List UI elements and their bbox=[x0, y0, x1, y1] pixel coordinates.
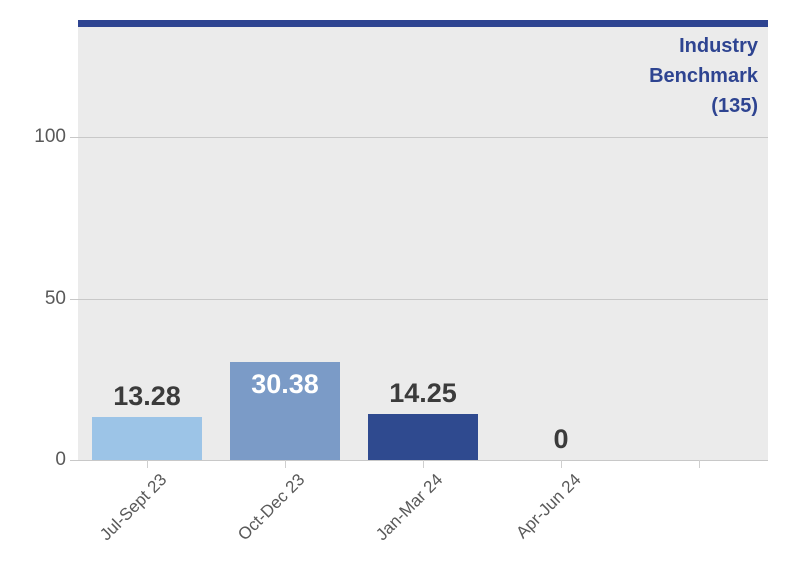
gridline-y0 bbox=[70, 460, 768, 461]
bar-value-label: 14.25 bbox=[389, 378, 457, 408]
x-axis-label: Apr-Jun 24 bbox=[512, 470, 585, 543]
bar-value-label: 13.28 bbox=[113, 381, 181, 411]
x-axis-tick bbox=[423, 460, 424, 468]
x-axis-tick bbox=[561, 460, 562, 468]
x-axis-label: Oct-Dec 23 bbox=[234, 470, 309, 545]
bar-jul-sept-23 bbox=[92, 417, 202, 460]
gridline-y50 bbox=[70, 298, 768, 300]
x-axis-tick bbox=[147, 460, 148, 468]
plot-area bbox=[78, 27, 768, 460]
bar-value-label: 30.38 bbox=[251, 369, 319, 399]
x-axis-tick bbox=[285, 460, 286, 468]
bar-jan-mar-24 bbox=[368, 414, 478, 460]
gridline-y100 bbox=[70, 137, 768, 138]
x-axis-tick bbox=[699, 460, 700, 468]
bar-value-label: 0 bbox=[553, 424, 569, 454]
y-axis-tick-label: 50 bbox=[44, 287, 66, 309]
bar-oct-dec-23 bbox=[230, 362, 340, 460]
x-axis-label: Jul-Sept 23 bbox=[96, 470, 171, 545]
benchmark-label: Industry Benchmark (135) bbox=[649, 35, 758, 117]
y-axis-tick-label: 0 bbox=[55, 449, 66, 470]
benchmark-line bbox=[78, 20, 768, 27]
x-axis-label: Jan-Mar 24 bbox=[372, 470, 447, 545]
y-axis-tick-label: 100 bbox=[34, 126, 66, 147]
